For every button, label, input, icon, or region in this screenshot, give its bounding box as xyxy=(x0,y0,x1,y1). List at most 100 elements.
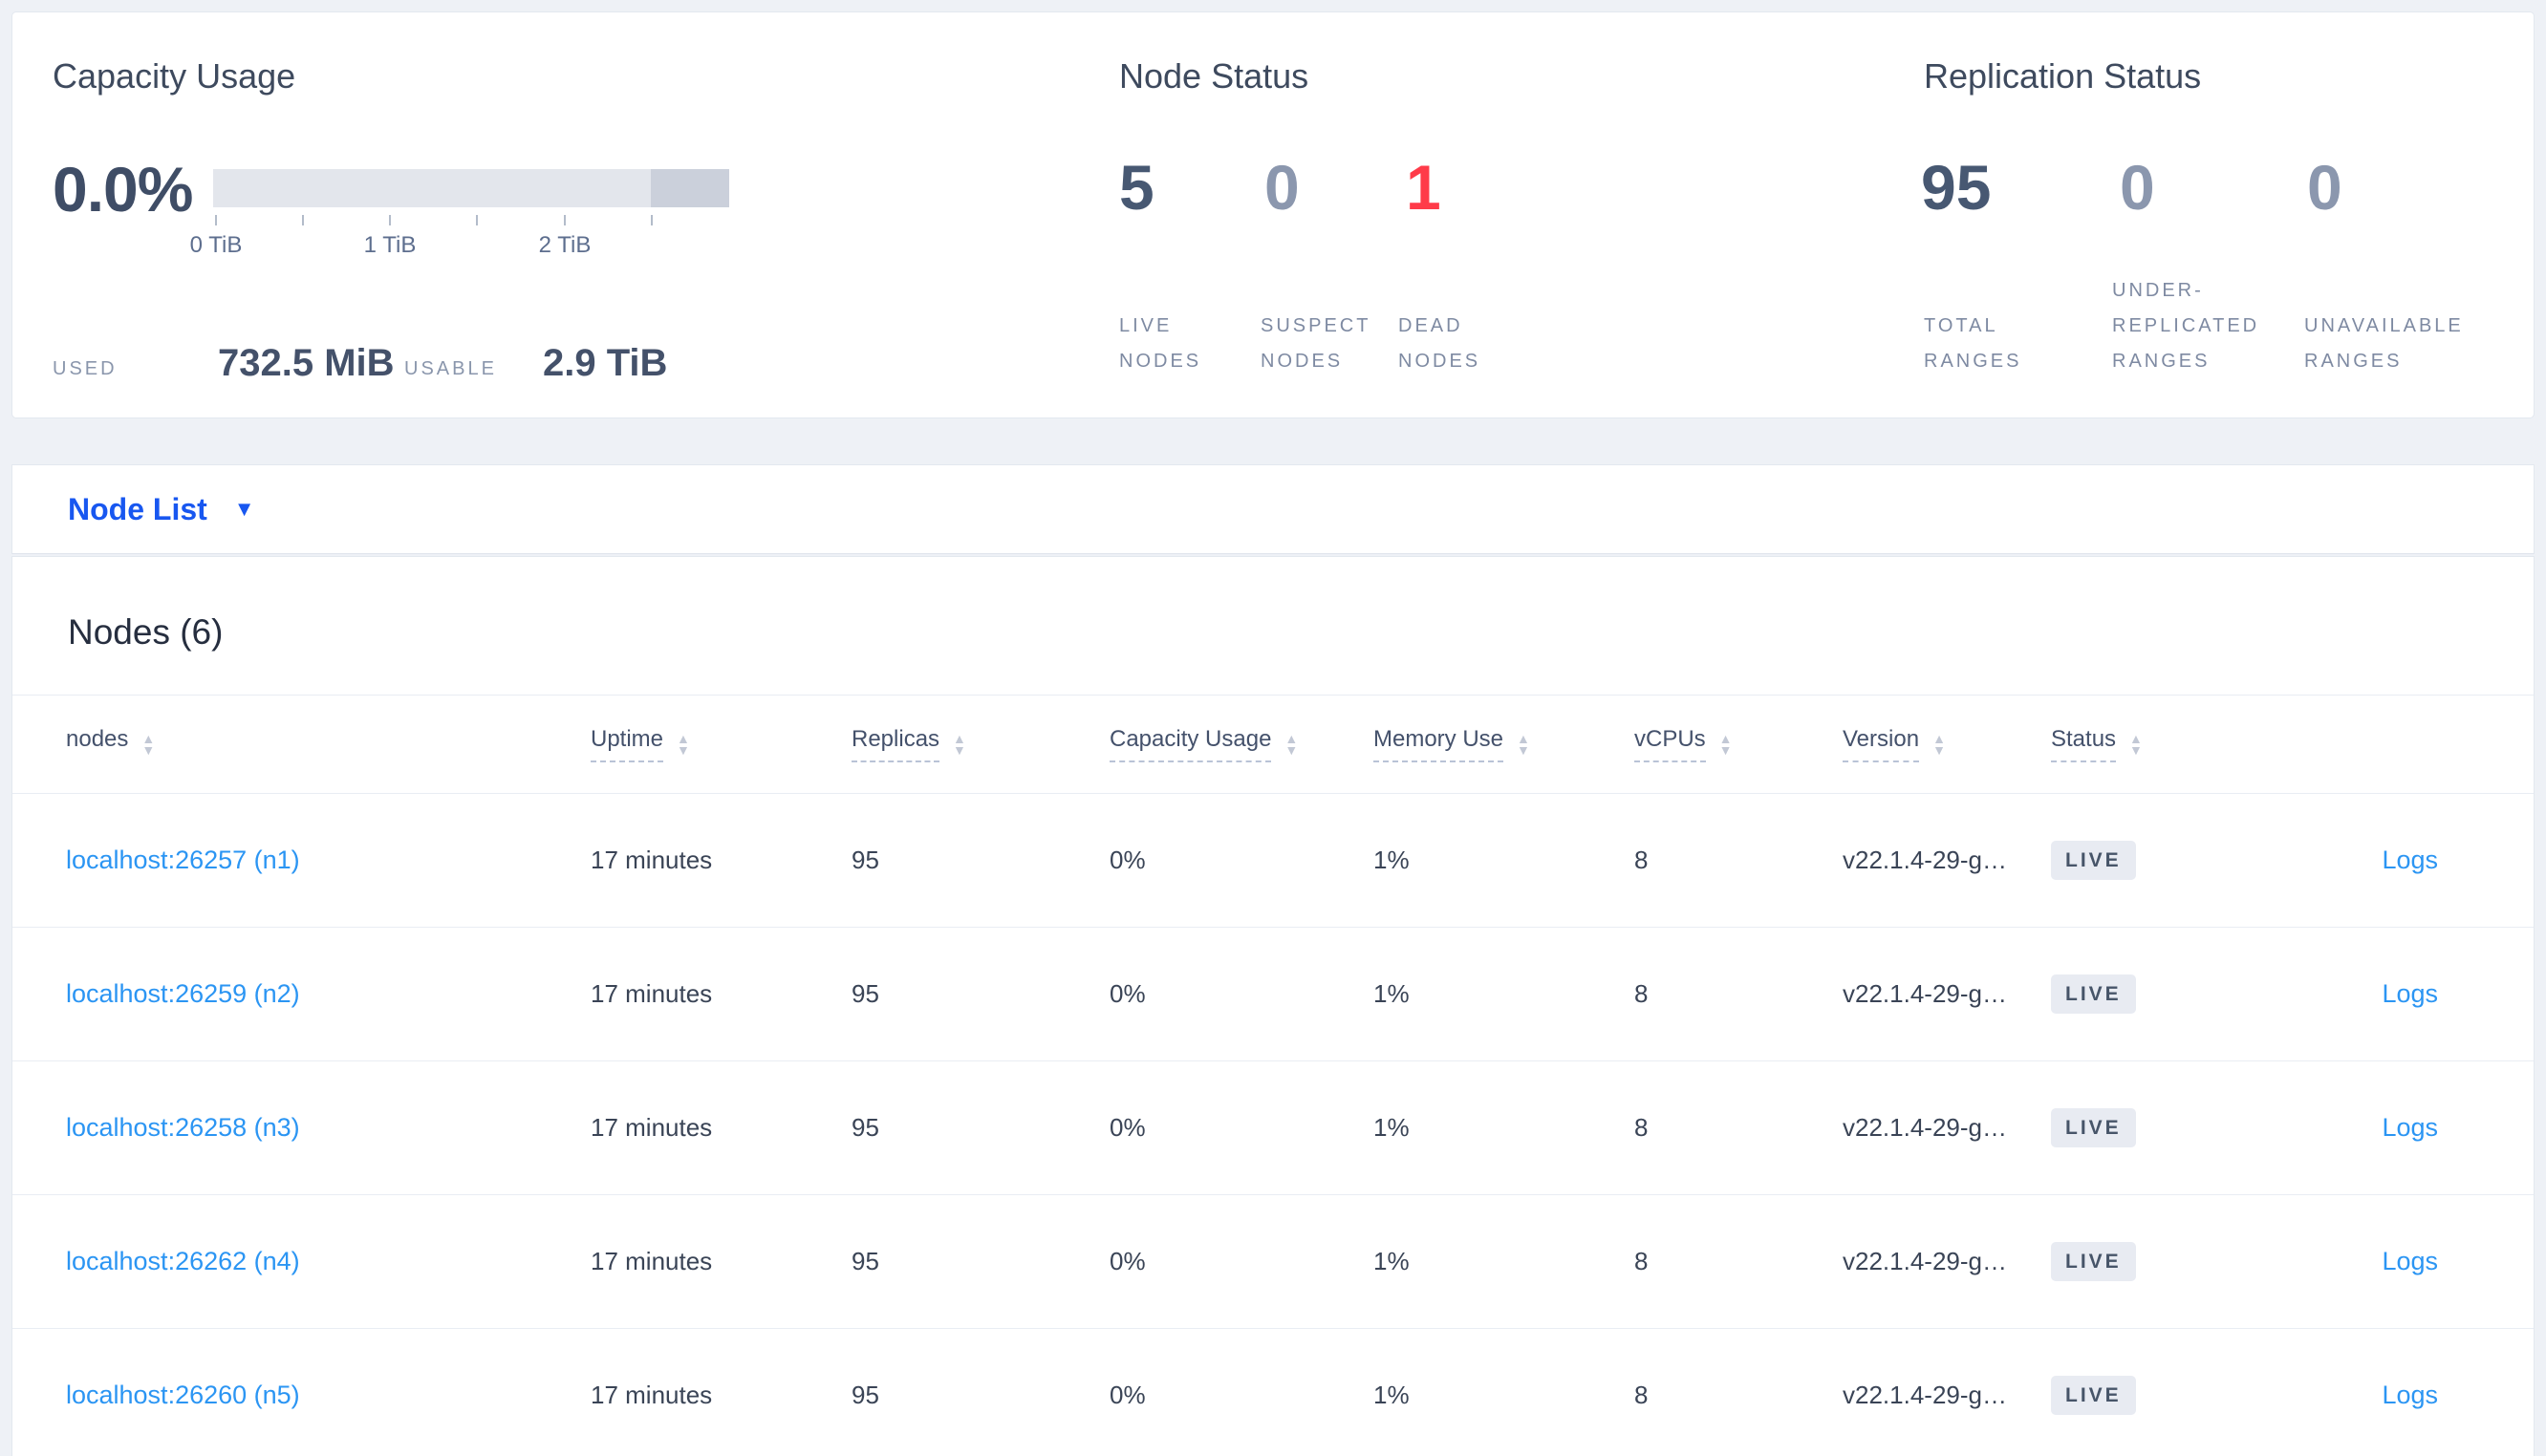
node-status-title: Node Status xyxy=(1119,56,1309,96)
dead-nodes-label: DEAD NODES xyxy=(1398,315,1481,372)
logs-link[interactable]: Logs xyxy=(2382,1247,2438,1275)
used-value: 732.5 MiB xyxy=(218,342,395,384)
vcpus-cell: 8 xyxy=(1634,1113,1649,1142)
version-cell: v22.1.4-29-g… xyxy=(1843,1380,2007,1409)
table-body: localhost:26257 (n1) 17 minutes 95 0% 1%… xyxy=(12,794,2534,1456)
column-header-status[interactable]: Status ▲ ▼ xyxy=(2051,726,2290,762)
column-header-vcpus[interactable]: vCPUs ▲ ▼ xyxy=(1634,726,1843,762)
capacity-usage-cell: 0% xyxy=(1110,1113,1146,1142)
node-list-dropdown[interactable]: Node List ▼ xyxy=(68,492,255,527)
capacity-bar xyxy=(213,169,729,207)
vcpus-cell: 8 xyxy=(1634,846,1649,874)
capacity-tick-label: 2 TiB xyxy=(538,232,592,258)
capacity-bar-end-segment xyxy=(651,169,729,207)
total-ranges-count: 95 xyxy=(1921,152,1992,223)
status-badge: LIVE xyxy=(2051,1242,2136,1281)
status-badge: LIVE xyxy=(2051,1375,2136,1415)
capacity-axis-tick xyxy=(564,215,566,225)
unavailable-ranges-count: 0 xyxy=(2307,152,2342,223)
capacity-axis-tick xyxy=(476,215,478,225)
table-row: localhost:26259 (n2) 17 minutes 95 0% 1%… xyxy=(12,928,2534,1061)
vcpus-cell: 8 xyxy=(1634,979,1649,1008)
column-header-uptime[interactable]: Uptime ▲ ▼ xyxy=(591,726,852,762)
column-header-nodes[interactable]: nodes ▲ ▼ xyxy=(66,726,156,758)
uptime-cell: 17 minutes xyxy=(591,1380,713,1409)
nodes-panel: Nodes (6) nodes ▲ ▼ Uptime ▲ ▼ Replicas ▲ ▼… xyxy=(11,556,2535,1456)
uptime-cell: 17 minutes xyxy=(591,846,713,874)
logs-link[interactable]: Logs xyxy=(2382,1380,2438,1409)
memory-use-cell: 1% xyxy=(1373,1380,1410,1409)
logs-link[interactable]: Logs xyxy=(2382,846,2438,874)
unavailable-ranges-label: UNAVAILABLE RANGES xyxy=(2304,315,2464,372)
chevron-down-icon: ▼ xyxy=(233,497,255,521)
under-replicated-ranges-label: UNDER- REPLICATED RANGES xyxy=(2112,280,2260,372)
usable-value: 2.9 TiB xyxy=(543,342,668,384)
replication-status-title: Replication Status xyxy=(1924,56,2202,96)
suspect-nodes-label: SUSPECT NODES xyxy=(1261,315,1371,372)
node-link[interactable]: localhost:26258 (n3) xyxy=(66,1113,300,1142)
sort-icon: ▲ ▼ xyxy=(2129,731,2143,758)
used-label: USED xyxy=(53,358,118,379)
capacity-axis-tick xyxy=(215,215,217,225)
capacity-axis-tick xyxy=(389,215,391,225)
memory-use-cell: 1% xyxy=(1373,979,1410,1008)
replicas-cell: 95 xyxy=(852,846,879,874)
replicas-cell: 95 xyxy=(852,1380,879,1409)
dead-nodes-count: 1 xyxy=(1406,152,1441,223)
capacity-usage-title: Capacity Usage xyxy=(53,56,296,96)
status-badge: LIVE xyxy=(2051,974,2136,1014)
logs-link[interactable]: Logs xyxy=(2382,1113,2438,1142)
live-nodes-count: 5 xyxy=(1119,152,1154,223)
capacity-usage-cell: 0% xyxy=(1110,846,1146,874)
capacity-tick-label: 1 TiB xyxy=(363,232,417,258)
table-row: localhost:26257 (n1) 17 minutes 95 0% 1%… xyxy=(12,794,2534,928)
column-header-version[interactable]: Version ▲ ▼ xyxy=(1843,726,2051,762)
version-cell: v22.1.4-29-g… xyxy=(1843,1247,2007,1275)
table-header-row: nodes ▲ ▼ Uptime ▲ ▼ Replicas ▲ ▼ Capacity … xyxy=(12,695,2534,794)
column-header-replicas[interactable]: Replicas ▲ ▼ xyxy=(852,726,1110,762)
table-row: localhost:26260 (n5) 17 minutes 95 0% 1%… xyxy=(12,1329,2534,1456)
sort-icon: ▲ ▼ xyxy=(1718,731,1733,758)
nodes-section-title: Nodes (6) xyxy=(68,612,224,652)
capacity-axis-tick xyxy=(651,215,653,225)
live-nodes-label: LIVE NODES xyxy=(1119,315,1202,372)
sort-icon: ▲ ▼ xyxy=(677,731,690,758)
sort-icon: ▲ ▼ xyxy=(141,731,156,758)
total-ranges-label: TOTAL RANGES xyxy=(1924,315,2022,372)
status-badge: LIVE xyxy=(2051,841,2136,880)
node-link[interactable]: localhost:26259 (n2) xyxy=(66,979,300,1008)
column-header-memory-use[interactable]: Memory Use ▲ ▼ xyxy=(1373,726,1634,762)
uptime-cell: 17 minutes xyxy=(591,1247,713,1275)
memory-use-cell: 1% xyxy=(1373,1247,1410,1275)
view-selector-bar: Node List ▼ xyxy=(11,464,2535,554)
capacity-usage-cell: 0% xyxy=(1110,1247,1146,1275)
uptime-cell: 17 minutes xyxy=(591,1113,713,1142)
version-cell: v22.1.4-29-g… xyxy=(1843,846,2007,874)
capacity-axis-tick xyxy=(302,215,304,225)
usable-label: USABLE xyxy=(404,358,497,379)
replicas-cell: 95 xyxy=(852,979,879,1008)
node-link[interactable]: localhost:26257 (n1) xyxy=(66,846,300,874)
version-cell: v22.1.4-29-g… xyxy=(1843,1113,2007,1142)
status-badge: LIVE xyxy=(2051,1108,2136,1147)
sort-icon: ▲ ▼ xyxy=(953,731,966,758)
node-link[interactable]: localhost:26262 (n4) xyxy=(66,1247,300,1275)
summary-card: Capacity Usage 0.0% 0 TiB 1 TiB 2 TiB US… xyxy=(11,11,2535,418)
under-replicated-ranges-count: 0 xyxy=(2120,152,2155,223)
version-cell: v22.1.4-29-g… xyxy=(1843,979,2007,1008)
capacity-percent: 0.0% xyxy=(53,154,193,225)
suspect-nodes-count: 0 xyxy=(1264,152,1300,223)
node-link[interactable]: localhost:26260 (n5) xyxy=(66,1380,300,1409)
sort-icon: ▲ ▼ xyxy=(1932,731,1946,758)
replicas-cell: 95 xyxy=(852,1247,879,1275)
capacity-usage-cell: 0% xyxy=(1110,1380,1146,1409)
vcpus-cell: 8 xyxy=(1634,1380,1649,1409)
capacity-usage-cell: 0% xyxy=(1110,979,1146,1008)
sort-icon: ▲ ▼ xyxy=(1517,731,1530,758)
column-header-capacity-usage[interactable]: Capacity Usage ▲ ▼ xyxy=(1110,726,1373,762)
vcpus-cell: 8 xyxy=(1634,1247,1649,1275)
logs-link[interactable]: Logs xyxy=(2382,979,2438,1008)
node-list-dropdown-label: Node List xyxy=(68,491,207,526)
memory-use-cell: 1% xyxy=(1373,846,1410,874)
